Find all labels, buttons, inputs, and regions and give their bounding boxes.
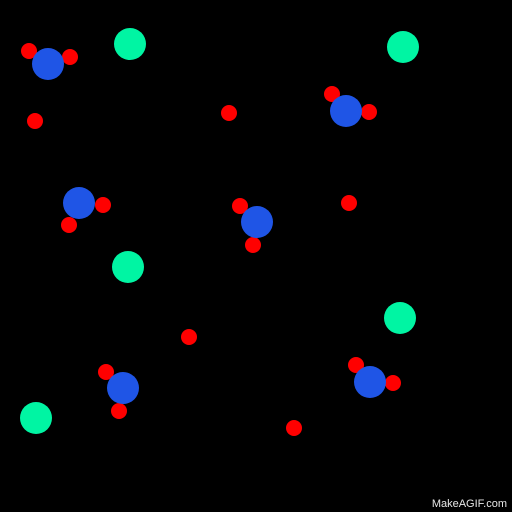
green-particle-4	[384, 302, 416, 334]
free-red-atom-4	[181, 329, 197, 345]
molecule-c-blue	[63, 187, 95, 219]
green-particle-5	[20, 402, 52, 434]
molecule-e-blue	[107, 372, 139, 404]
molecule-e-red-top	[98, 364, 114, 380]
watermark-text: MakeAGIF.com	[431, 498, 507, 510]
molecule-b-red-right	[361, 104, 377, 120]
molecule-f-red-top	[348, 357, 364, 373]
molecule-b-red-top	[324, 86, 340, 102]
free-red-atom-3	[341, 195, 357, 211]
green-particle-2	[387, 31, 419, 63]
molecule-e-red-bottom	[111, 403, 127, 419]
molecule-c-red-bottom	[61, 217, 77, 233]
green-particle-3	[112, 251, 144, 283]
molecule-f-blue	[354, 366, 386, 398]
molecule-d-blue	[241, 206, 273, 238]
molecule-c-red-right	[95, 197, 111, 213]
free-red-atom-5	[286, 420, 302, 436]
green-particle-1	[114, 28, 146, 60]
molecule-f-red-right	[385, 375, 401, 391]
free-red-atom-1	[27, 113, 43, 129]
molecule-a-red-left	[21, 43, 37, 59]
molecule-d-red-bottom	[245, 237, 261, 253]
free-red-atom-2	[221, 105, 237, 121]
molecule-a-red-right	[62, 49, 78, 65]
molecule-d-red-left	[232, 198, 248, 214]
molecule-b-blue	[330, 95, 362, 127]
molecule-a-blue	[32, 48, 64, 80]
